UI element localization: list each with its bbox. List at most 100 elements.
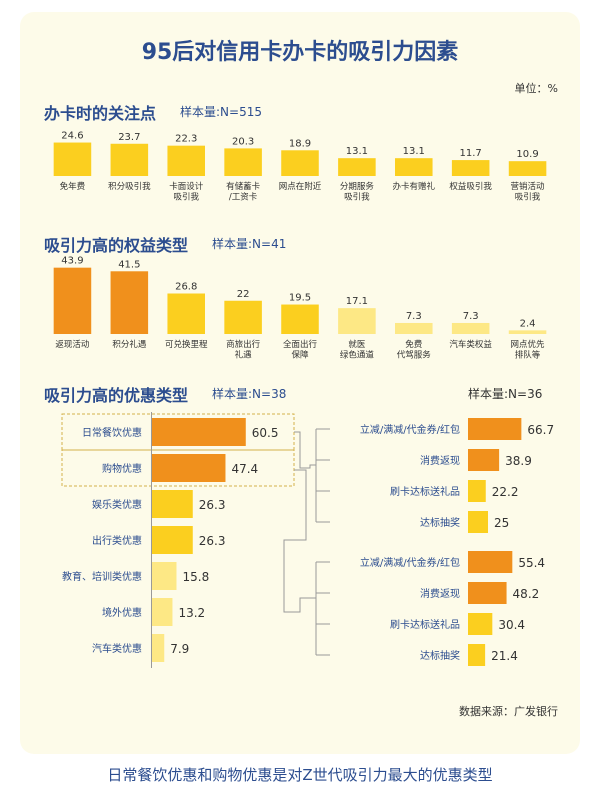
bar [338, 158, 376, 176]
category-label: 刷卡达标送礼品 [390, 618, 460, 631]
data-label: 47.4 [231, 462, 258, 476]
bar [152, 418, 246, 446]
bar [468, 418, 522, 440]
data-label: 25 [494, 516, 509, 530]
category-label: 免费代驾服务 [397, 339, 432, 361]
sample-size-rights: 样本量:N=41 [212, 237, 287, 251]
data-label: 13.1 [403, 146, 425, 157]
caption: 日常餐饮优惠和购物优惠是对Z世代吸引力最大的优惠类型 [107, 766, 493, 784]
section-title-rights: 吸引力高的权益类型 [44, 236, 189, 255]
data-label: 60.5 [252, 426, 279, 440]
category-label: 就医绿色通道 [340, 339, 375, 361]
bar [395, 322, 433, 334]
data-label: 30.4 [498, 618, 525, 632]
data-label: 22.2 [492, 485, 519, 499]
data-label: 21.4 [491, 649, 518, 663]
bar [110, 143, 149, 176]
category-label: 日常餐饮优惠 [82, 426, 142, 439]
sample-size-offers: 样本量:N=38 [212, 387, 287, 401]
data-label: 7.3 [463, 311, 479, 322]
category-label: 商旅出行礼遇 [226, 339, 261, 361]
category-label: 购物优惠 [102, 462, 142, 475]
bar [152, 598, 173, 626]
category-label: 免年费 [60, 181, 86, 192]
category-label: 教育、培训类优惠 [62, 570, 142, 583]
bar [53, 142, 92, 176]
bar [152, 562, 177, 590]
bar [468, 644, 486, 666]
category-label: 分期服务吸引我 [340, 181, 375, 203]
category-label: 汽车类优惠 [92, 642, 142, 655]
category-label: 消费返现 [420, 454, 460, 467]
category-label: 积分礼遇 [112, 339, 147, 350]
data-label: 26.3 [199, 498, 226, 512]
category-label: 全面出行保障 [283, 339, 318, 361]
sample-size-subtypes: 样本量:N=36 [468, 387, 543, 401]
data-label: 19.5 [289, 293, 311, 304]
unit-label: 单位：% [514, 82, 558, 95]
data-label: 43.9 [61, 256, 83, 267]
category-label: 办卡有赠礼 [393, 181, 436, 192]
bar [224, 300, 262, 334]
connector-line [294, 431, 316, 469]
bar [451, 322, 490, 334]
bar [451, 160, 490, 176]
bar [152, 454, 226, 482]
category-label: 返现活动 [55, 339, 90, 350]
category-label: 积分吸引我 [108, 181, 151, 192]
category-label: 网点优先排队等 [511, 339, 546, 361]
data-label: 55.4 [518, 556, 545, 570]
data-label: 18.9 [289, 138, 311, 149]
data-label: 17.1 [346, 296, 368, 307]
bar [224, 148, 262, 176]
data-label: 48.2 [513, 587, 540, 601]
category-label: 达标抽奖 [420, 516, 460, 529]
data-label: 22.3 [175, 134, 197, 145]
data-label: 11.7 [460, 148, 482, 159]
connector-line [283, 469, 316, 613]
bar [152, 526, 193, 554]
data-label: 66.7 [527, 423, 554, 437]
sample-size-focus: 样本量:N=515 [180, 105, 262, 119]
bar [395, 158, 433, 176]
category-label: 有储蓄卡/工资卡 [226, 181, 261, 203]
data-label: 15.8 [182, 570, 209, 584]
data-label: 23.7 [118, 132, 140, 143]
data-label: 20.3 [232, 136, 254, 147]
bar [281, 150, 319, 176]
category-label: 立减/满减/代金券/红包 [360, 423, 460, 436]
data-source: 数据来源：广发银行 [459, 705, 558, 718]
data-label: 24.6 [61, 131, 83, 142]
bar [167, 293, 205, 334]
category-label: 卡面设计吸引我 [169, 181, 204, 203]
data-label: 13.1 [346, 146, 368, 157]
category-label: 娱乐类优惠 [92, 498, 142, 511]
highlight-box [61, 449, 295, 487]
bar [468, 511, 488, 533]
bar [53, 267, 92, 334]
bar [468, 449, 500, 471]
bar [468, 613, 493, 635]
data-label: 13.2 [178, 606, 205, 620]
category-label: 达标抽奖 [420, 649, 460, 662]
bar [508, 161, 547, 176]
bar [338, 308, 376, 334]
bar [468, 582, 507, 604]
data-label: 26.8 [175, 282, 197, 293]
section-title-focus: 办卡时的关注点 [44, 104, 157, 123]
data-label: 7.3 [406, 311, 422, 322]
data-label: 22 [237, 289, 250, 300]
category-label: 权益吸引我 [449, 181, 492, 192]
bar [110, 271, 149, 334]
bar [152, 634, 165, 662]
category-label: 营销活动吸引我 [511, 181, 546, 203]
bar [281, 304, 319, 334]
category-label: 境外优惠 [102, 606, 142, 619]
category-label: 消费返现 [420, 587, 460, 600]
data-label: 7.9 [170, 642, 189, 656]
data-label: 26.3 [199, 534, 226, 548]
bar [167, 145, 205, 176]
category-label: 立减/满减/代金券/红包 [360, 556, 460, 569]
section-title-offers: 吸引力高的优惠类型 [44, 386, 189, 405]
